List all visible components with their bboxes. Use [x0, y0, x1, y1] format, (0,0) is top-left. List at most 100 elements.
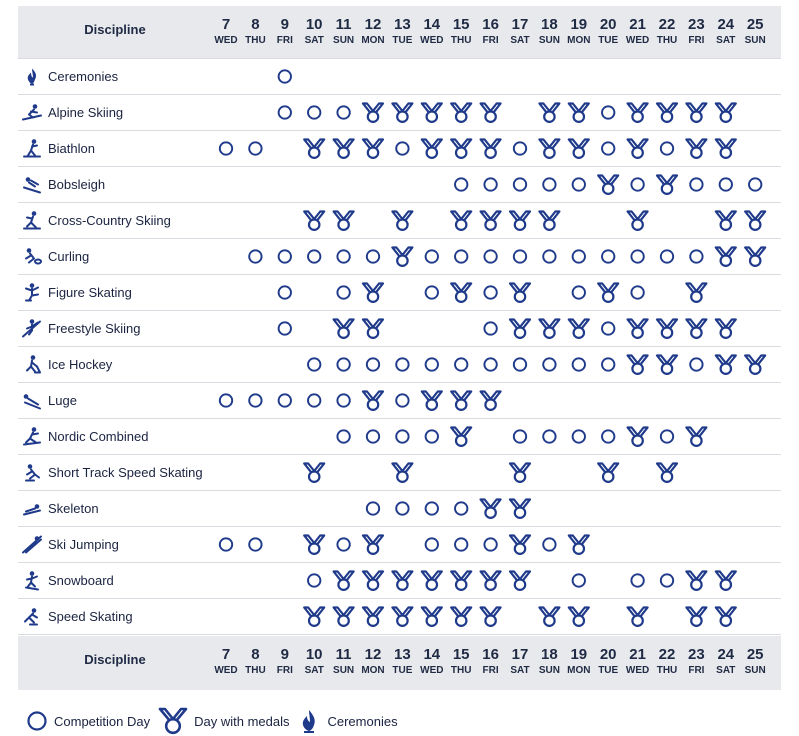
medal-day-marker [626, 138, 649, 159]
competition-day-marker [571, 177, 586, 192]
competition-day-marker [277, 285, 292, 300]
medal-day-marker [479, 138, 502, 159]
competition-day-marker [571, 573, 586, 588]
header-discipline-label: Discipline [84, 22, 145, 37]
competition-day-marker [336, 429, 351, 444]
competition-day-marker [248, 249, 263, 264]
competition-day-marker [307, 393, 322, 408]
competition-day-marker [424, 249, 439, 264]
medal-day-marker [450, 282, 473, 303]
figure-skating-icon [25, 283, 39, 302]
medal-day-marker [508, 534, 532, 556]
competition-day-marker [601, 105, 616, 120]
header-day-number: 11 [336, 16, 352, 33]
header-day-number: 12 [365, 16, 382, 33]
competition-day-marker [542, 429, 557, 444]
medal-day-marker [361, 102, 385, 124]
medal-day-marker [567, 138, 590, 159]
discipline-name: Cross-Country Skiing [48, 213, 171, 228]
header-day-of-week: WED [626, 35, 649, 46]
medal-icon [158, 707, 188, 735]
table-row: Figure Skating [25, 282, 708, 303]
competition-day-marker [336, 393, 351, 408]
medal-day-marker [420, 570, 443, 592]
discipline-name: Freestyle Skiing [48, 321, 140, 336]
discipline-name: Biathlon [48, 141, 95, 156]
discipline-name: Figure Skating [48, 285, 132, 300]
competition-day-marker [218, 141, 234, 156]
competition-day-marker [483, 357, 498, 372]
medal-day-marker [685, 570, 708, 592]
medal-day-marker [597, 174, 620, 195]
medal-day-marker [361, 138, 385, 159]
medal-day-marker [626, 354, 649, 375]
medal-day-marker [479, 390, 502, 411]
competition-day-marker [395, 357, 410, 372]
discipline-name: Nordic Combined [48, 429, 148, 444]
footer-day-of-week: THU [245, 665, 266, 676]
medal-day-marker [450, 102, 473, 124]
footer-day-number: 21 [629, 646, 646, 663]
olympic-schedule-grid: Discipline 7 WED 8 THU 9 FRI 10 SAT 11 SUN 12 MON 13 T… [18, 6, 781, 690]
header-day-number: 13 [394, 16, 411, 33]
medal-day-marker [508, 318, 532, 339]
medal-day-marker [655, 174, 679, 195]
competition-day-marker [512, 141, 528, 156]
footer-discipline-label: Discipline [84, 652, 145, 667]
footer-day-number: 13 [394, 646, 411, 663]
footer-day-of-week: TUE [598, 665, 618, 676]
medal-day-marker [508, 462, 532, 483]
curling-icon [25, 248, 42, 265]
ice-hockey-icon [26, 355, 41, 374]
footer-day-number: 10 [306, 646, 323, 663]
medal-day-marker [744, 354, 767, 375]
header-day-of-week: WED [214, 35, 237, 46]
competition-day-marker [630, 573, 645, 588]
footer-day-number: 14 [423, 646, 440, 663]
competition-day-marker [365, 357, 381, 372]
medal-day-marker [597, 462, 620, 483]
competition-day-marker [601, 249, 616, 264]
competition-day-marker [659, 141, 675, 156]
medal-day-marker [685, 138, 708, 159]
competition-day-marker [277, 393, 292, 408]
header-day-number: 17 [512, 16, 529, 33]
medal-day-marker [538, 138, 561, 159]
footer-day-of-week: SAT [716, 665, 735, 676]
footer-day-of-week: SAT [305, 665, 324, 676]
competition-day-marker [336, 357, 351, 372]
legend-competition-label: Competition Day [54, 713, 151, 729]
footer-day-number: 11 [336, 646, 352, 663]
medal-day-marker [685, 102, 708, 124]
discipline-name: Skeleton [48, 501, 99, 516]
competition-day-marker [248, 141, 263, 156]
medal-day-marker [508, 210, 532, 231]
medal-day-marker [714, 570, 737, 592]
competition-day-marker [512, 357, 528, 372]
medal-day-marker [420, 606, 443, 628]
competition-day-marker [542, 357, 557, 372]
medal-day-marker [450, 210, 473, 231]
header-day-of-week: TUE [392, 35, 412, 46]
competition-day-marker [336, 285, 351, 300]
medal-day-marker [420, 102, 443, 124]
medal-day-marker [479, 606, 502, 628]
competition-day-marker [307, 105, 322, 120]
alpine-skiing-icon [22, 104, 42, 121]
competition-day-marker [424, 285, 439, 300]
header-day-number: 24 [717, 16, 734, 33]
footer-day-number: 12 [365, 646, 382, 663]
medal-day-marker [626, 426, 649, 447]
medal-day-marker [303, 138, 326, 159]
footer-day-number: 24 [717, 646, 734, 663]
medal-day-marker [420, 390, 443, 411]
short-track-icon [25, 464, 40, 482]
footer-day-of-week: SUN [333, 665, 354, 676]
competition-day-marker [601, 429, 616, 444]
medal-day-marker [332, 210, 355, 231]
legend-day-with-medals: Day with medals [158, 707, 289, 735]
competition-day-marker [571, 357, 586, 372]
nordic-combined-icon [23, 427, 41, 446]
table-row: Biathlon [23, 138, 737, 159]
medal-day-marker [361, 606, 385, 628]
